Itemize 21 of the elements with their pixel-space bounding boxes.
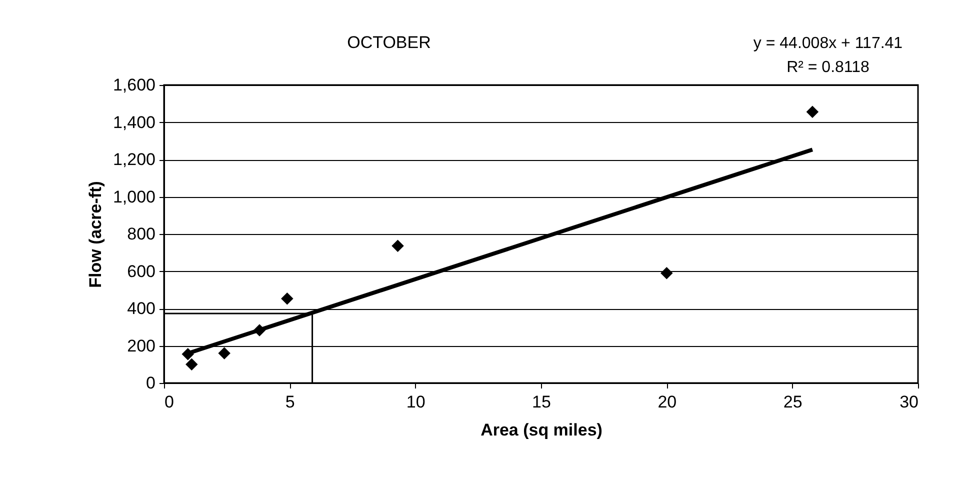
x-axis-title: Area (sq miles) bbox=[480, 420, 602, 440]
y-axis-title: Flow (acre-ft) bbox=[86, 181, 105, 288]
x-tick-label: 25 bbox=[783, 392, 802, 412]
y-tick-label: 800 bbox=[127, 224, 156, 244]
text: R² = 0.8118 bbox=[786, 59, 870, 76]
x-tick-label: 5 bbox=[285, 392, 295, 412]
y-tick-label: 1,600 bbox=[112, 76, 156, 94]
y-tick-label: 1,400 bbox=[112, 112, 156, 132]
y-tick-label: 1,000 bbox=[112, 187, 156, 206]
chart-title: OCTOBER bbox=[347, 33, 431, 52]
x-tick-label: 30 bbox=[900, 392, 918, 412]
y-tick-label: 0 bbox=[146, 374, 156, 392]
y-tick-label: 200 bbox=[127, 336, 156, 356]
y-tick-label: 1,200 bbox=[112, 150, 156, 169]
x-tick-label: 10 bbox=[406, 392, 426, 412]
x-tick-label: 0 bbox=[164, 392, 174, 412]
x-tick-label: 20 bbox=[658, 392, 677, 412]
y-tick-label: 400 bbox=[127, 299, 156, 318]
text: y = 44.008x + 117.41 bbox=[753, 35, 903, 52]
y-tick-label: 600 bbox=[127, 262, 156, 281]
x-tick-label: 15 bbox=[532, 392, 551, 412]
